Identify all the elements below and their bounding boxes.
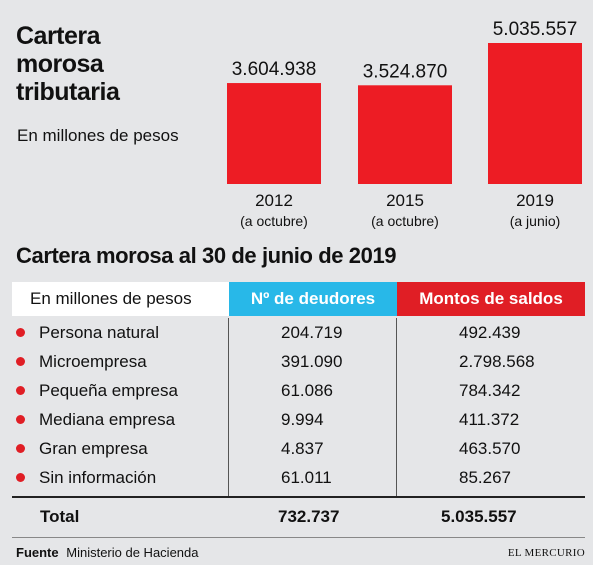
row-saldos: 85.267 (459, 467, 511, 487)
bar-value-label: 5.035.557 (493, 19, 578, 40)
bar-chart: 3.604.938 2012 (a octubre) 3.524.870 2015 (a … (227, 19, 582, 229)
column-divider (396, 318, 397, 496)
header-units-label: En millones de pesos (30, 289, 192, 308)
bullet-icon (16, 473, 25, 482)
table-row: Gran empresa 4.837 463.570 (12, 434, 585, 463)
total-divider (12, 496, 585, 498)
bullet-icon (16, 357, 25, 366)
bar-2015 (358, 85, 452, 184)
row-label: Microempresa (39, 351, 147, 371)
row-deudores: 204.719 (281, 322, 343, 342)
category-note: (a octubre) (371, 213, 439, 229)
category-note: (a junio) (510, 213, 561, 229)
bar-2012 (227, 83, 321, 184)
row-saldos: 2.798.568 (459, 351, 535, 371)
table-row: Persona natural 204.719 492.439 (12, 318, 585, 347)
bar-value-label: 3.524.870 (363, 61, 448, 82)
row-deudores: 61.086 (281, 380, 333, 400)
chart-subtitle: En millones de pesos (17, 126, 179, 145)
table-header: En millones de pesos Nº de deudores Mont… (12, 282, 585, 316)
category-label: 2015 (386, 191, 424, 210)
bullet-icon (16, 415, 25, 424)
column-divider (228, 318, 229, 496)
row-label: Sin información (39, 467, 157, 487)
row-label: Pequeña empresa (39, 380, 178, 400)
row-label: Mediana empresa (39, 409, 176, 429)
footer-divider (12, 537, 585, 538)
row-label: Gran empresa (39, 438, 148, 458)
table-row: Sin información 61.011 85.267 (12, 463, 585, 492)
category-label: 2012 (255, 191, 293, 210)
row-saldos: 784.342 (459, 380, 521, 400)
row-saldos: 492.439 (459, 322, 521, 342)
brand-logo: EL MERCURIO (507, 547, 585, 559)
row-deudores: 9.994 (281, 409, 324, 429)
row-deudores: 4.837 (281, 438, 324, 458)
bullet-icon (16, 386, 25, 395)
bullet-icon (16, 444, 25, 453)
table-total-row: Total 732.737 5.035.557 (12, 498, 585, 536)
bullet-icon (16, 328, 25, 337)
category-note: (a octubre) (240, 213, 308, 229)
table-row: Mediana empresa 9.994 411.372 (12, 405, 585, 434)
table-row: Pequeña empresa 61.086 784.342 (12, 376, 585, 405)
table-row: Microempresa 391.090 2.798.568 (12, 347, 585, 376)
total-deudores: 732.737 (278, 507, 340, 526)
header-deudores: Nº de deudores (229, 282, 397, 316)
table-body: Persona natural 204.719 492.439 Microemp… (12, 318, 585, 536)
row-label: Persona natural (39, 322, 160, 342)
row-saldos: 463.570 (459, 438, 521, 458)
header-saldos: Montos de saldos (397, 282, 585, 316)
source-note: Fuente Ministerio de Hacienda (16, 545, 198, 560)
row-deudores: 391.090 (281, 351, 343, 371)
total-saldos: 5.035.557 (441, 507, 517, 526)
row-saldos: 411.372 (459, 409, 520, 429)
source-text: Ministerio de Hacienda (66, 545, 199, 560)
bar-value-label: 3.604.938 (232, 59, 317, 80)
source-label: Fuente (16, 545, 59, 560)
category-label: 2019 (516, 191, 554, 210)
row-deudores: 61.011 (281, 467, 332, 487)
bar-2019 (488, 43, 582, 184)
chart-title: Cartera morosa tributaria (16, 22, 120, 106)
table-title: Cartera morosa al 30 de junio de 2019 (16, 243, 397, 268)
debt-table: En millones de pesos Nº de deudores Mont… (12, 282, 585, 536)
total-label: Total (40, 507, 80, 526)
